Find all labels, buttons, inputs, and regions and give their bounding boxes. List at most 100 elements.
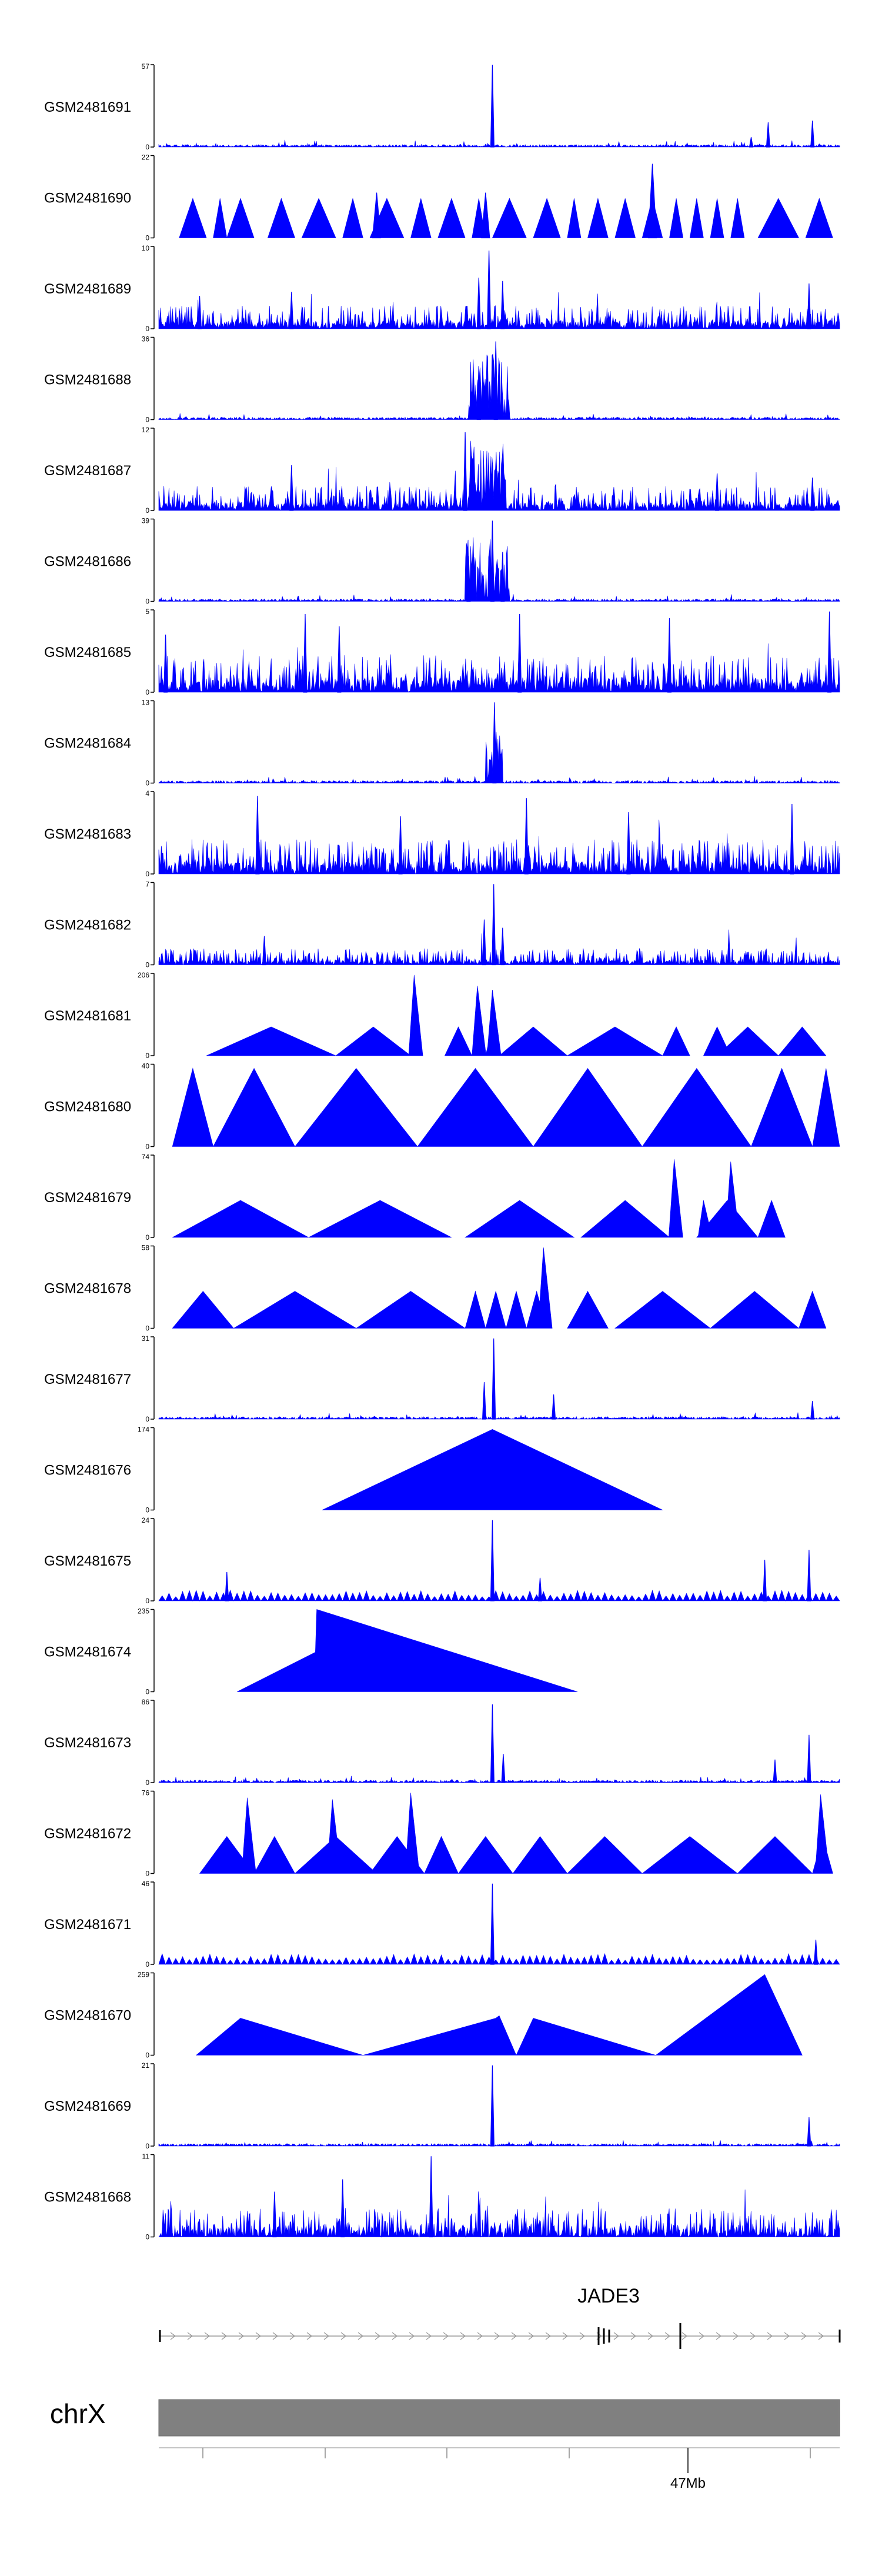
track-label: GSM2481672 — [44, 1826, 131, 1842]
coverage-peak — [667, 618, 672, 693]
strand-arrow — [289, 2332, 296, 2340]
track-GSM2481675: GSM2481675 24 0 — [44, 1516, 840, 1605]
track-label: GSM2481668 — [44, 2190, 131, 2205]
coverage-area — [195, 1974, 803, 2056]
strand-arrow — [306, 2332, 313, 2340]
y-tick-label-max: 86 — [142, 1698, 150, 1706]
track-label: GSM2481686 — [44, 554, 131, 570]
coverage-area — [322, 1429, 663, 1510]
y-tick-label-max: 206 — [138, 971, 149, 979]
y-tick-label-min: 0 — [145, 1143, 149, 1151]
coverage-peak — [492, 702, 497, 784]
gene-exon — [838, 2330, 841, 2343]
strand-arrow — [340, 2332, 347, 2340]
track-label: GSM2481676 — [44, 1463, 131, 1479]
coverage-peak — [810, 477, 815, 511]
coverage-peak — [303, 613, 308, 693]
y-tick-label-min: 0 — [145, 1052, 149, 1060]
strand-arrow — [801, 2332, 807, 2340]
track-label: GSM2481681 — [44, 1008, 131, 1024]
coverage-area — [172, 1159, 786, 1238]
y-tick-label-max: 31 — [142, 1334, 150, 1343]
y-tick-label-max: 12 — [142, 426, 150, 434]
y-tick-label-max: 174 — [138, 1426, 149, 1434]
strand-arrow — [784, 2332, 790, 2340]
strand-arrow — [579, 2332, 586, 2340]
coverage-area — [237, 1609, 578, 1692]
gene-exon — [679, 2323, 681, 2349]
coverage-area — [158, 639, 840, 693]
strand-arrow — [170, 2332, 176, 2340]
coverage-peak — [340, 2179, 345, 2238]
coverage-peak — [490, 1520, 495, 1601]
strand-arrow — [767, 2332, 773, 2340]
chromosome-track: chrX 47Mb — [50, 2398, 840, 2491]
coverage-peak — [255, 795, 260, 875]
coverage-area — [158, 929, 840, 966]
y-tick-label-min: 0 — [145, 234, 149, 242]
coverage-peak — [647, 163, 657, 239]
track-GSM2481685: GSM2481685 5 0 — [44, 608, 840, 696]
track-GSM2481669: GSM2481669 21 0 — [44, 2061, 840, 2150]
gene-exon — [603, 2328, 605, 2344]
track-label: GSM2481690 — [44, 191, 131, 206]
track-GSM2481676: GSM2481676 174 0 — [44, 1426, 663, 1514]
track-label: GSM2481669 — [44, 2098, 131, 2114]
track-GSM2481682: GSM2481682 7 0 — [44, 880, 840, 969]
coverage-peak — [500, 281, 505, 329]
strand-arrow — [664, 2332, 671, 2340]
gene-exon — [597, 2327, 600, 2345]
y-tick-label-max: 40 — [142, 1062, 150, 1070]
y-tick-label-max: 21 — [142, 2061, 150, 2070]
track-label: GSM2481679 — [44, 1190, 131, 1206]
y-tick-label-min: 0 — [145, 2051, 149, 2060]
chromosome-ideogram — [158, 2399, 840, 2437]
coverage-peak — [773, 1759, 777, 1783]
coverage-peak — [466, 556, 471, 602]
coverage-peak — [766, 122, 770, 148]
coverage-peak — [289, 291, 294, 329]
track-GSM2481691: GSM2481691 57 0 — [44, 62, 840, 151]
coverage-area — [158, 1953, 840, 1965]
y-tick-label-min: 0 — [145, 779, 149, 788]
track-GSM2481680: GSM2481680 40 0 — [44, 1062, 840, 1151]
track-GSM2481668: GSM2481668 11 0 — [44, 2153, 840, 2241]
gene-track: JADE3 — [159, 2285, 841, 2349]
coverage-peak — [827, 611, 832, 693]
coverage-peak — [463, 432, 467, 511]
coverage-peak — [500, 927, 505, 966]
strand-arrow — [630, 2332, 637, 2340]
coverage-peak — [492, 884, 496, 966]
coverage-area — [158, 2189, 840, 2238]
y-tick-label-min: 0 — [145, 1688, 149, 1696]
y-tick-label-min: 0 — [145, 1506, 149, 1514]
strand-arrow — [545, 2332, 552, 2340]
coverage-area — [158, 1412, 840, 1420]
track-GSM2481689: GSM2481689 10 0 — [44, 244, 840, 333]
track-label: GSM2481689 — [44, 281, 131, 297]
strand-arrow — [528, 2332, 534, 2340]
coverage-peak — [763, 1559, 767, 1601]
track-GSM2481688: GSM2481688 36 0 — [44, 335, 840, 424]
strand-arrow — [647, 2332, 654, 2340]
coverage-peak — [429, 2156, 433, 2238]
coverage-peak — [225, 1571, 229, 1601]
coverage-area — [158, 139, 840, 148]
track-label: GSM2481680 — [44, 1099, 131, 1115]
track-label: GSM2481684 — [44, 736, 131, 752]
track-GSM2481684: GSM2481684 13 0 — [44, 699, 840, 788]
y-tick-label-min: 0 — [145, 1960, 149, 1968]
strand-arrow — [699, 2332, 705, 2340]
coverage-peak — [490, 520, 495, 602]
coverage-peak — [337, 626, 342, 693]
track-panel: GSM2481691570GSM2481690220GSM2481689100G… — [44, 62, 840, 2241]
coverage-peak — [517, 613, 522, 693]
track-GSM2481690: GSM2481690 22 0 — [44, 154, 833, 242]
coverage-peak — [197, 295, 202, 329]
coverage-peak — [501, 1753, 506, 1783]
coverage-peak — [487, 250, 492, 329]
axis-tick-label: 47Mb — [670, 2475, 706, 2491]
track-GSM2481681: GSM2481681 206 0 — [44, 971, 827, 1060]
coverage-peak — [490, 2065, 495, 2147]
y-tick-label-max: 57 — [142, 62, 150, 71]
